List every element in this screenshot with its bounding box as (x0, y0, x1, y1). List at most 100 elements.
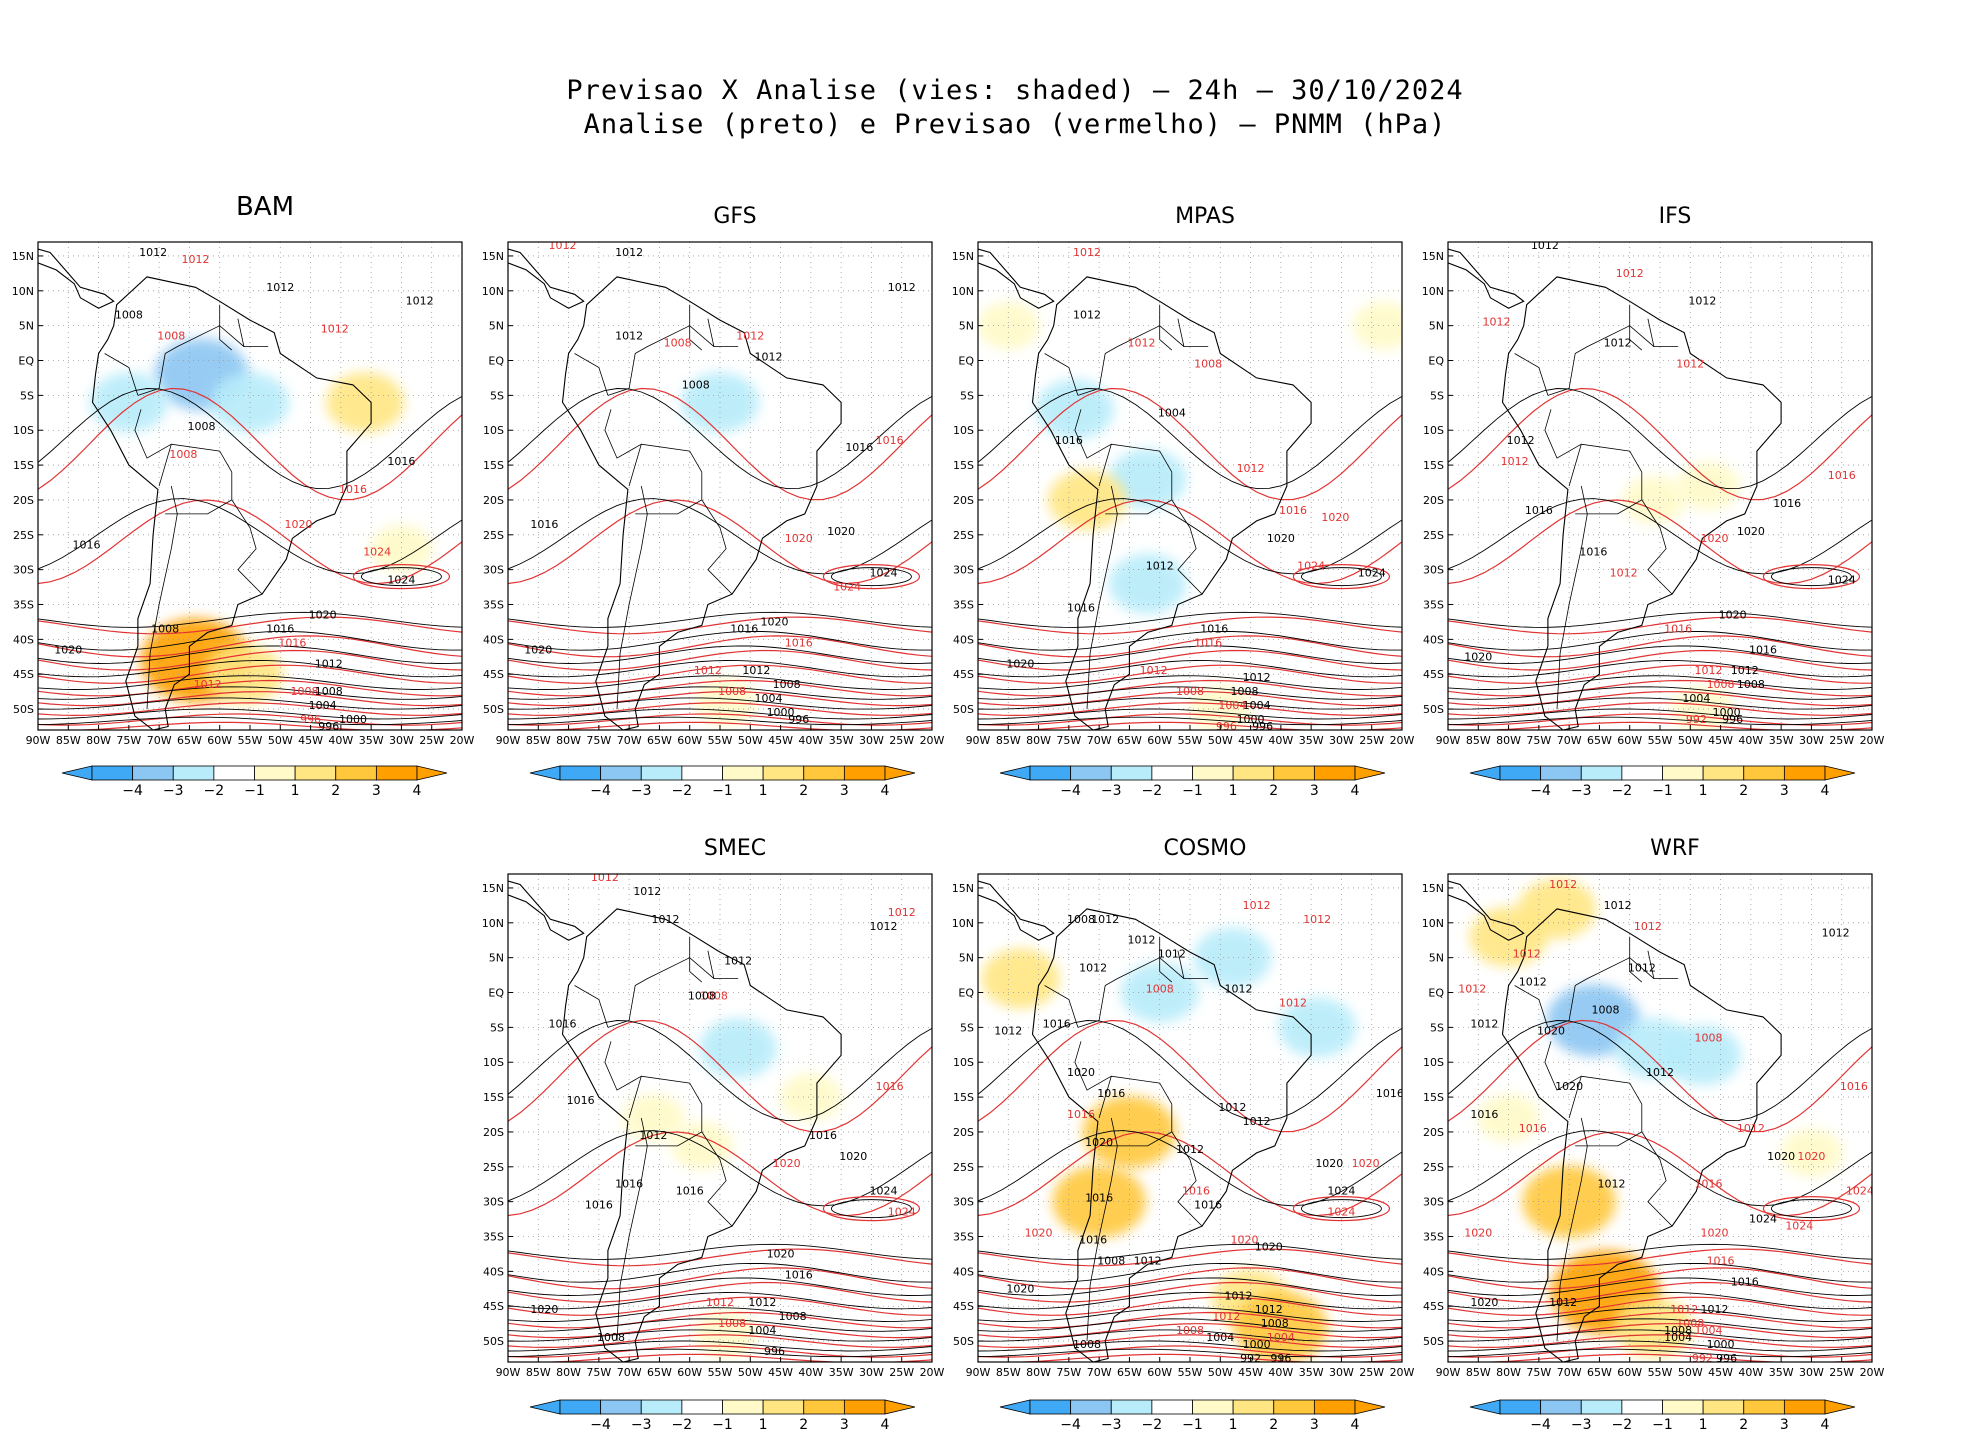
isobar-analysis (978, 708, 1402, 720)
isobar-label-analysis: 1020 (530, 1303, 558, 1316)
isobar-label-forecast: 1020 (773, 1157, 801, 1170)
country-border (1544, 1041, 1582, 1091)
colorbar-ifs: −4 −3 −2 −1 1 2 3 4 (1469, 765, 1856, 799)
isobar-label-forecast: 1008 (157, 330, 185, 343)
lat-tick-label: 15N (1422, 250, 1444, 263)
isobar-label-forecast: 1008 (291, 685, 319, 698)
isobar-label-analysis: 1020 (1255, 1240, 1283, 1253)
lat-tick-label: 5S (1430, 389, 1444, 402)
isobar-label-analysis: 1020 (1085, 1136, 1113, 1149)
lon-tick-label: 55W (1178, 734, 1203, 747)
lon-tick-label: 65W (1587, 1366, 1612, 1379)
colorbar-tick-label: 3 (840, 1417, 849, 1433)
bias-shading (610, 510, 673, 559)
lon-tick-label: 25W (1359, 734, 1384, 747)
isobar-label-analysis: 1012 (1134, 1254, 1162, 1267)
lon-tick-label: 45W (1708, 1366, 1733, 1379)
lon-tick-label: 75W (586, 1366, 611, 1379)
lon-tick-label: 90W (966, 734, 991, 747)
colorbar-swatch (1232, 765, 1275, 781)
isobar-forecast (1472, 721, 1872, 730)
isobar-analysis (508, 1340, 932, 1352)
lon-tick-label: 20W (920, 1366, 945, 1379)
country-border (1514, 985, 1549, 1028)
isobar-label-forecast: 996 (300, 713, 321, 726)
isobar-label-analysis: 1016 (1079, 1233, 1107, 1246)
bias-shading (1278, 997, 1357, 1058)
colorbar-swatch (722, 1399, 764, 1415)
lon-tick-label: 65W (177, 734, 202, 747)
lat-tick-label: 5S (490, 389, 504, 402)
isobar-forecast (508, 616, 932, 635)
panel-title-wrf: WRF (1650, 836, 1700, 861)
isobar-analysis (38, 611, 462, 628)
isobar-label-analysis: 1016 (266, 622, 294, 635)
colorbar-tick-label: 3 (1780, 1417, 1789, 1433)
colorbar-swatch (1313, 765, 1356, 781)
isobar-label-analysis: 1012 (615, 330, 643, 343)
isobar-label-forecast: 1012 (1458, 983, 1486, 996)
lon-tick-label: 90W (1436, 1366, 1461, 1379)
lat-tick-label: 15N (1422, 882, 1444, 895)
colorbar-tick-label: −2 (1142, 1417, 1163, 1433)
isobar-label-analysis: 1012 (1507, 434, 1535, 447)
lat-tick-label: 10S (13, 424, 34, 437)
colorbar-tick-label: −1 (1182, 1417, 1203, 1433)
isobar-label-analysis: 1000 (339, 713, 367, 726)
lat-tick-label: 35S (13, 599, 34, 612)
isobar-forecast-high (1292, 564, 1391, 590)
country-border (104, 353, 139, 396)
lon-tick-label: 80W (1496, 1366, 1521, 1379)
colorbar-swatch (803, 1399, 845, 1415)
isobar-label-forecast: 1012 (1634, 920, 1662, 933)
isobar-label-forecast: 1012 (194, 678, 222, 691)
isobar-label-analysis: 1012 (1079, 962, 1107, 975)
isobar-label-analysis: 1020 (1267, 532, 1295, 545)
isobar-forecast-high (822, 1196, 921, 1222)
colorbar-swatch (375, 765, 418, 781)
isobar-label-analysis: 1012 (1822, 927, 1850, 940)
isobar-label-analysis: 1012 (1128, 934, 1156, 947)
lon-tick-label: 30W (389, 734, 414, 747)
country-border (707, 950, 715, 979)
lon-tick-label: 35W (1769, 734, 1794, 747)
isobar-analysis (978, 1292, 1402, 1310)
isobar-label-analysis: 1004 (1682, 692, 1710, 705)
isobar-label-analysis: 1008 (1067, 913, 1095, 926)
isobar-analysis (1448, 1292, 1872, 1310)
isobar-forecast (1448, 1019, 1872, 1133)
country-border (607, 325, 739, 396)
isobar-label-analysis: 1020 (1537, 1024, 1565, 1037)
lat-tick-label: EQ (1428, 355, 1444, 368)
country-border (1547, 325, 1679, 396)
country-border (231, 499, 263, 595)
isobar-forecast (532, 721, 932, 730)
lat-tick-label: 10S (483, 1056, 504, 1069)
bias-shading (658, 434, 721, 483)
colorbar-tick-label: −4 (1060, 1417, 1081, 1433)
bias-shading (1035, 379, 1114, 440)
isobar-forecast (38, 387, 462, 501)
isobar-forecast (38, 664, 462, 684)
country-border (1641, 1131, 1673, 1227)
country-border (1086, 485, 1118, 710)
isobar-forecast (62, 721, 462, 730)
colorbar-swatch (1662, 1399, 1704, 1415)
isobar-analysis (978, 1340, 1402, 1352)
colorbar-cosmo: −4 −3 −2 −1 1 2 3 4 (999, 1399, 1386, 1433)
isobar-forecast (1448, 1296, 1872, 1316)
isobar-analysis (1448, 697, 1872, 710)
lat-tick-label: 5N (959, 320, 974, 333)
country-border (134, 409, 172, 459)
colorbar-swatch (1151, 765, 1193, 781)
isobar-label-analysis: 1004 (1206, 1331, 1234, 1344)
isobar-label-forecast: 1020 (1025, 1227, 1053, 1240)
isobar-label-analysis: 1004 (754, 692, 782, 705)
isobar-analysis (978, 1020, 1402, 1122)
colorbar-swatch (1273, 1399, 1315, 1415)
isobar-label-analysis: 1016 (730, 622, 758, 635)
colorbar-tick-label: 1 (759, 783, 768, 799)
isobar-label-analysis: 996 (318, 720, 339, 733)
lon-tick-label: 85W (1466, 1366, 1491, 1379)
isobar-label-forecast: 1024 (833, 581, 861, 594)
